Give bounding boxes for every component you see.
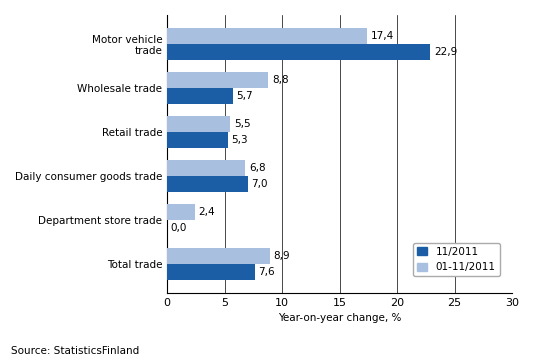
Text: 6,8: 6,8 (249, 163, 265, 173)
Text: 7,6: 7,6 (258, 267, 274, 277)
Bar (167, 28, 367, 44)
Bar (167, 44, 430, 59)
X-axis label: Year-on-year change, %: Year-on-year change, % (278, 314, 402, 323)
Bar (167, 88, 233, 104)
Text: Source: StatisticsFinland: Source: StatisticsFinland (11, 346, 139, 356)
Text: 5,5: 5,5 (234, 119, 250, 129)
Bar (167, 132, 228, 148)
Bar (167, 176, 248, 192)
Bar (167, 160, 246, 176)
Text: 17,4: 17,4 (371, 31, 394, 41)
Text: 5,7: 5,7 (236, 91, 253, 101)
Text: 8,8: 8,8 (272, 75, 288, 85)
Bar (167, 204, 195, 220)
Text: 5,3: 5,3 (232, 135, 248, 145)
Bar (167, 264, 255, 280)
Bar (167, 72, 269, 88)
Text: 8,9: 8,9 (273, 251, 289, 261)
Text: 7,0: 7,0 (251, 179, 268, 189)
Text: 2,4: 2,4 (198, 207, 215, 217)
Text: 0,0: 0,0 (171, 223, 187, 233)
Text: 22,9: 22,9 (434, 47, 457, 57)
Legend: 11/2011, 01-11/2011: 11/2011, 01-11/2011 (413, 243, 500, 276)
Bar (167, 248, 270, 264)
Bar (167, 116, 231, 132)
